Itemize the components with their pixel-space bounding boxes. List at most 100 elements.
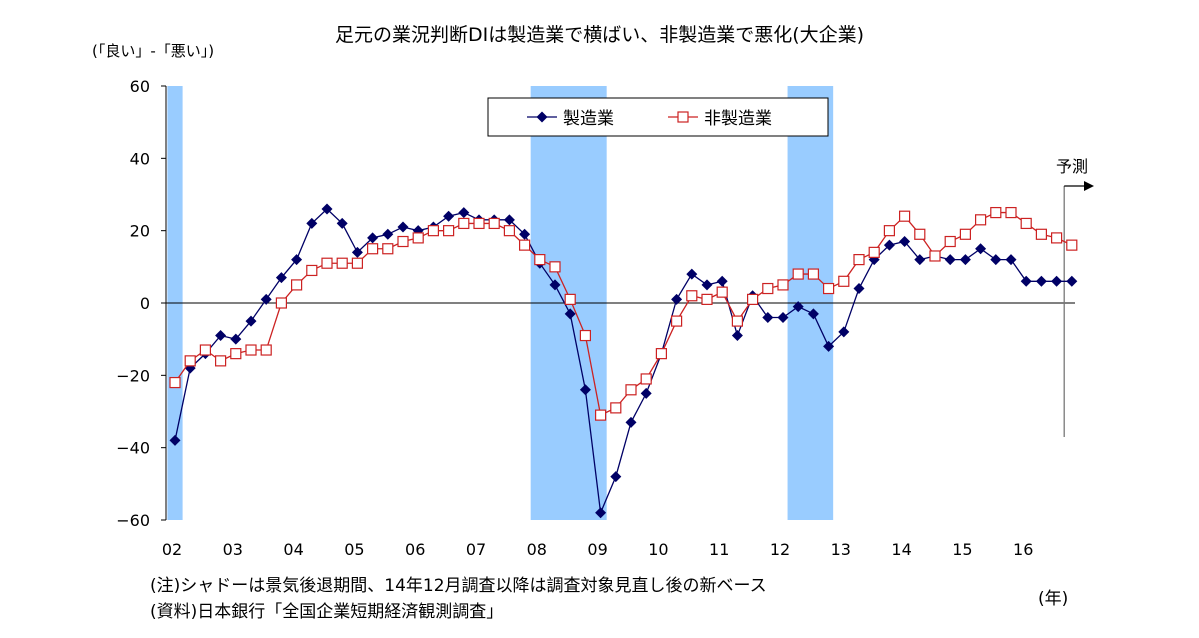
data-point-manufacturing	[351, 246, 363, 258]
data-point-manufacturing	[731, 330, 743, 342]
x-tick-label: 04	[283, 540, 303, 559]
x-tick-label: 16	[1013, 540, 1033, 559]
data-point-non-manufacturing	[1050, 232, 1063, 244]
chart-title: 足元の業況判断DIは製造業で横ばい、非製造業で悪化(大企業)	[334, 24, 865, 46]
data-point-non-manufacturing	[777, 279, 789, 291]
data-point-manufacturing	[671, 293, 683, 305]
data-point-non-manufacturing	[731, 315, 744, 327]
data-point-manufacturing	[990, 254, 1002, 266]
data-point-manufacturing	[1005, 254, 1017, 266]
data-point-manufacturing	[625, 416, 637, 428]
data-point-manufacturing	[503, 214, 515, 226]
x-tick-label: 05	[344, 540, 364, 559]
y-tick-label: −20	[116, 366, 150, 385]
data-point-manufacturing	[823, 340, 835, 352]
data-point-non-manufacturing	[336, 257, 348, 269]
data-point-non-manufacturing	[458, 217, 470, 230]
data-point-non-manufacturing	[1035, 228, 1048, 240]
data-point-manufacturing	[291, 254, 303, 266]
data-point-non-manufacturing	[944, 235, 956, 248]
data-point-non-manufacturing	[397, 235, 409, 248]
data-point-non-manufacturing	[321, 257, 333, 269]
data-point-non-manufacturing	[822, 282, 835, 295]
data-point-non-manufacturing	[929, 250, 941, 262]
legend-marker-manufacturing	[536, 111, 548, 123]
data-point-non-manufacturing	[686, 290, 698, 302]
y-tick-label: −40	[116, 439, 150, 458]
data-point-non-manufacturing	[275, 297, 287, 309]
data-point-non-manufacturing	[291, 279, 303, 291]
data-point-manufacturing	[640, 387, 652, 399]
x-tick-label: 15	[952, 540, 972, 559]
data-point-non-manufacturing	[670, 315, 683, 327]
data-point-non-manufacturing	[199, 344, 211, 356]
data-point-manufacturing	[260, 293, 272, 305]
data-point-manufacturing	[807, 308, 819, 320]
y-tick-label: 40	[130, 149, 150, 168]
data-point-manufacturing	[1066, 275, 1078, 287]
data-point-non-manufacturing	[184, 355, 196, 367]
y-tick-label: 20	[130, 222, 150, 241]
data-point-non-manufacturing	[169, 376, 181, 389]
x-tick-label: 08	[527, 540, 547, 559]
data-point-manufacturing	[215, 330, 227, 342]
data-point-manufacturing	[443, 210, 455, 222]
x-tick-label: 07	[466, 540, 486, 559]
data-point-manufacturing	[579, 384, 591, 396]
x-tick-label: 11	[709, 540, 729, 559]
data-point-manufacturing	[321, 203, 333, 215]
data-point-manufacturing	[883, 239, 895, 251]
data-point-manufacturing	[549, 279, 561, 291]
data-point-non-manufacturing	[534, 254, 546, 266]
data-point-manufacturing	[1035, 275, 1047, 287]
data-point-manufacturing	[686, 268, 698, 280]
data-point-manufacturing	[367, 232, 379, 244]
data-point-non-manufacturing	[382, 243, 394, 255]
data-point-manufacturing	[716, 275, 728, 287]
data-point-non-manufacturing	[838, 275, 850, 287]
data-point-manufacturing	[853, 283, 865, 295]
data-point-non-manufacturing	[762, 282, 774, 295]
data-point-non-manufacturing	[898, 210, 911, 222]
data-point-manufacturing	[1020, 275, 1032, 287]
data-point-manufacturing	[595, 507, 607, 519]
x-tick-label: 13	[831, 540, 851, 559]
data-point-non-manufacturing	[701, 293, 713, 305]
data-point-non-manufacturing	[1005, 206, 1017, 219]
data-point-manufacturing	[564, 308, 576, 320]
data-point-manufacturing	[899, 236, 911, 248]
x-tick-label: 09	[587, 540, 607, 559]
x-tick-label: 14	[891, 540, 911, 559]
data-point-manufacturing	[397, 221, 409, 233]
data-point-non-manufacturing	[625, 384, 637, 396]
data-point-non-manufacturing	[974, 214, 987, 226]
data-point-non-manufacturing	[807, 268, 820, 280]
data-point-manufacturing	[275, 272, 287, 284]
y-tick-label: 0	[140, 294, 150, 313]
data-point-non-manufacturing	[245, 344, 257, 356]
data-point-non-manufacturing	[792, 268, 804, 280]
x-tick-label: 12	[770, 540, 790, 559]
data-point-non-manufacturing	[473, 217, 485, 230]
data-point-non-manufacturing	[610, 402, 622, 414]
data-point-non-manufacturing	[230, 348, 242, 360]
x-tick-label: 02	[162, 540, 182, 559]
y-axis-unit-label: (「良い」-「悪い」)	[92, 42, 215, 60]
data-point-non-manufacturing	[1020, 217, 1032, 230]
chart-source: (資料)日本銀行「全国企業短期経済観測調査」	[150, 602, 504, 622]
data-point-non-manufacturing	[746, 293, 759, 305]
data-point-manufacturing	[382, 228, 394, 240]
series-line-non-manufacturing	[174, 211, 1073, 417]
data-point-non-manufacturing	[443, 225, 455, 237]
data-point-manufacturing	[914, 254, 926, 266]
data-point-non-manufacturing	[853, 254, 865, 266]
data-point-non-manufacturing	[1066, 239, 1078, 251]
data-point-non-manufacturing	[716, 286, 728, 298]
data-point-non-manufacturing	[503, 225, 515, 237]
data-point-non-manufacturing	[260, 344, 272, 356]
data-point-non-manufacturing	[549, 261, 561, 273]
legend-marker-non-manufacturing	[677, 111, 689, 123]
legend-label-manufacturing: 製造業	[563, 109, 614, 129]
x-tick-label: 03	[223, 540, 243, 559]
